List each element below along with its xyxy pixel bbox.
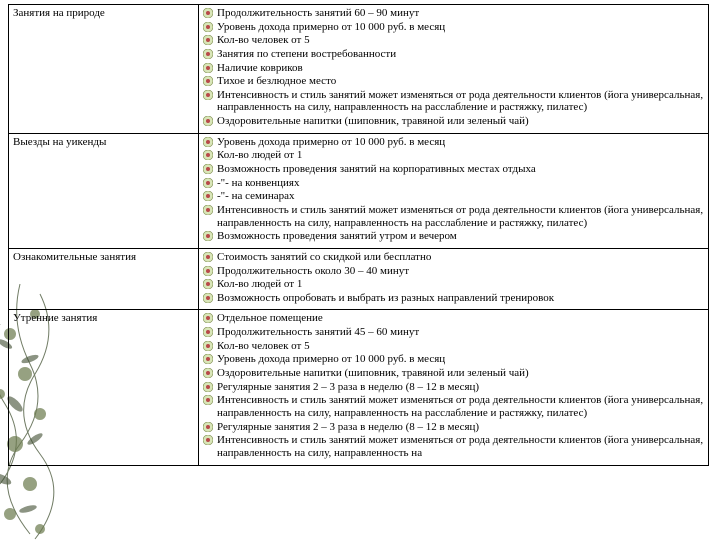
list-item: Уровень дохода примерно от 10 000 руб. в… [203, 353, 704, 366]
list-item-text: Интенсивность и стиль занятий может изме… [217, 394, 703, 419]
list-item: Регулярные занятия 2 – 3 раза в неделю (… [203, 421, 704, 434]
list-item: Продолжительность занятий 60 – 90 минут [203, 7, 704, 20]
list-item-text: Интенсивность и стиль занятий может изме… [217, 204, 703, 229]
table-row: Занятия на природеПродолжительность заня… [9, 5, 709, 134]
list-item: Продолжительность около 30 – 40 минут [203, 265, 704, 278]
list-item-text: Продолжительность около 30 – 40 минут [217, 265, 409, 277]
bullet-icon [203, 137, 213, 147]
list-item: -"- на семинарах [203, 190, 704, 203]
list-item-text: Уровень дохода примерно от 10 000 руб. в… [217, 136, 445, 148]
bullet-icon [203, 22, 213, 32]
list-item-text: Оздоровительные напитки (шиповник, травя… [217, 115, 529, 127]
list-item: Кол-во человек от 5 [203, 34, 704, 47]
row-label: Выезды на уикенды [9, 133, 199, 248]
list-item-text: Кол-во человек от 5 [217, 340, 310, 352]
list-item-text: -"- на конвенциях [217, 177, 300, 189]
bullet-icon [203, 150, 213, 160]
list-item: Уровень дохода примерно от 10 000 руб. в… [203, 136, 704, 149]
list-item-text: Интенсивность и стиль занятий может изме… [217, 89, 703, 114]
list-item-text: Кол-во человек от 5 [217, 34, 310, 46]
list-item: Возможность проведения занятий на корпор… [203, 163, 704, 176]
bullet-icon [203, 90, 213, 100]
bullet-icon [203, 164, 213, 174]
list-item: Занятия по степени востребованности [203, 48, 704, 61]
list-item-text: Занятия по степени востребованности [217, 48, 396, 60]
list-item-text: Отдельное помещение [217, 312, 323, 324]
bullet-icon [203, 252, 213, 262]
table-row: Выезды на уикенды Уровень дохода примерно… [9, 133, 709, 248]
bullet-icon [203, 178, 213, 188]
list-item: Оздоровительные напитки (шиповник, травя… [203, 115, 704, 128]
list-item: Тихое и безлюдное место [203, 75, 704, 88]
list-item-text: Продолжительность занятий 45 – 60 минут [217, 326, 419, 338]
bullet-icon [203, 231, 213, 241]
bullet-icon [203, 205, 213, 215]
bullet-icon [203, 341, 213, 351]
bullet-icon [203, 327, 213, 337]
list-item-text: Возможность проведения занятий на корпор… [217, 163, 536, 175]
row-items: Стоимость занятий со скидкой или бесплат… [199, 248, 709, 310]
list-item-text: Оздоровительные напитки (шиповник, травя… [217, 367, 529, 379]
list-item: Интенсивность и стиль занятий может изме… [203, 89, 704, 114]
bullet-icon [203, 422, 213, 432]
list-item: -"- на конвенциях [203, 177, 704, 190]
list-item-text: -"- на семинарах [217, 190, 294, 202]
list-item-text: Регулярные занятия 2 – 3 раза в неделю (… [217, 421, 479, 433]
list-item: Интенсивность и стиль занятий может изме… [203, 204, 704, 229]
bullet-icon [203, 435, 213, 445]
table-row: Утренние занятия Отдельное помещение Продо… [9, 310, 709, 465]
bullet-icon [203, 266, 213, 276]
row-items: Продолжительность занятий 60 – 90 минут У… [199, 5, 709, 134]
list-item: Интенсивность и стиль занятий может изме… [203, 394, 704, 419]
content-table: Занятия на природеПродолжительность заня… [8, 4, 709, 466]
list-item: Наличие ковриков [203, 62, 704, 75]
bullet-icon [203, 8, 213, 18]
list-item-text: Возможность проведения занятий утром и в… [217, 230, 457, 242]
list-item-text: Уровень дохода примерно от 10 000 руб. в… [217, 353, 445, 365]
list-item: Интенсивность и стиль занятий может изме… [203, 434, 704, 459]
list-item-text: Стоимость занятий со скидкой или бесплат… [217, 251, 431, 263]
bullet-icon [203, 279, 213, 289]
bullet-icon [203, 49, 213, 59]
row-label: Занятия на природе [9, 5, 199, 134]
bullet-icon [203, 395, 213, 405]
list-item: Стоимость занятий со скидкой или бесплат… [203, 251, 704, 264]
bullet-icon [203, 368, 213, 378]
list-item: Регулярные занятия 2 – 3 раза в неделю (… [203, 381, 704, 394]
table-row: Ознакомительные занятия Стоимость занятий… [9, 248, 709, 310]
list-item-text: Кол-во людей от 1 [217, 149, 302, 161]
list-item: Продолжительность занятий 45 – 60 минут [203, 326, 704, 339]
row-items: Отдельное помещение Продолжительность зан… [199, 310, 709, 465]
list-item-text: Продолжительность занятий 60 – 90 минут [217, 7, 419, 19]
list-item-text: Уровень дохода примерно от 10 000 руб. в… [217, 21, 445, 33]
row-label: Ознакомительные занятия [9, 248, 199, 310]
bullet-icon [203, 313, 213, 323]
bullet-icon [203, 382, 213, 392]
bullet-icon [203, 293, 213, 303]
row-items: Уровень дохода примерно от 10 000 руб. в… [199, 133, 709, 248]
list-item: Возможность проведения занятий утром и в… [203, 230, 704, 243]
list-item-text: Регулярные занятия 2 – 3 раза в неделю (… [217, 381, 479, 393]
list-item: Кол-во людей от 1 [203, 278, 704, 291]
bullet-icon [203, 76, 213, 86]
bullet-icon [203, 354, 213, 364]
list-item: Возможность опробовать и выбрать из разн… [203, 292, 704, 305]
bullet-icon [203, 116, 213, 126]
list-item-text: Возможность опробовать и выбрать из разн… [217, 292, 554, 304]
list-item-text: Наличие ковриков [217, 62, 303, 74]
bullet-icon [203, 191, 213, 201]
list-item-text: Тихое и безлюдное место [217, 75, 336, 87]
bullet-icon [203, 63, 213, 73]
list-item-text: Кол-во людей от 1 [217, 278, 302, 290]
list-item: Уровень дохода примерно от 10 000 руб. в… [203, 21, 704, 34]
list-item: Оздоровительные напитки (шиповник, травя… [203, 367, 704, 380]
list-item-text: Интенсивность и стиль занятий может изме… [217, 434, 703, 459]
list-item: Отдельное помещение [203, 312, 704, 325]
bullet-icon [203, 35, 213, 45]
list-item: Кол-во человек от 5 [203, 340, 704, 353]
list-item: Кол-во людей от 1 [203, 149, 704, 162]
row-label: Утренние занятия [9, 310, 199, 465]
